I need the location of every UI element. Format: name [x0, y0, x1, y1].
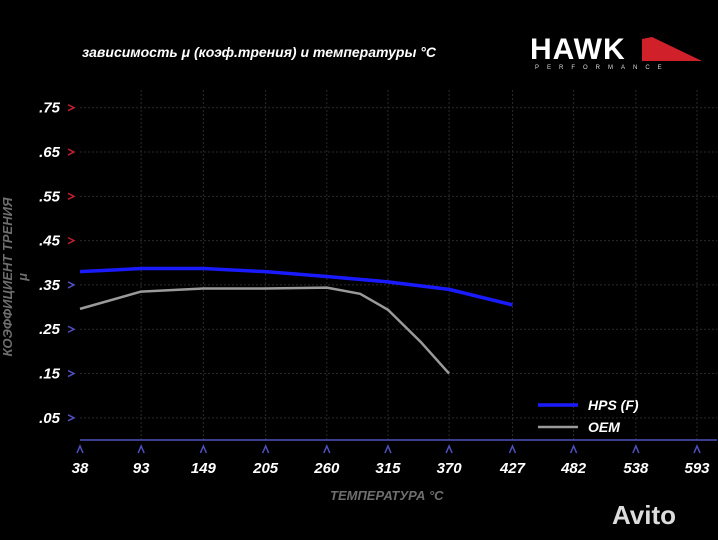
series-line-hpsf: [79, 266, 513, 307]
x-tick-marker: [199, 444, 208, 454]
x-tick-marker: [261, 444, 270, 454]
logo-wing-icon: [642, 37, 702, 61]
x-axis-label: ТЕМПЕРАТУРА °C: [330, 488, 444, 503]
x-tick-marker: [323, 444, 331, 454]
x-tick-marker: [384, 444, 392, 454]
y-tick-label: .45: [39, 233, 61, 250]
x-tick-label: 93: [133, 460, 150, 477]
logo-text: HAWK: [530, 33, 626, 66]
x-tick-label: 370: [437, 460, 463, 477]
x-tick-label: 427: [499, 460, 526, 477]
y-tick-label: .25: [39, 321, 61, 338]
x-tick-marker: [508, 444, 517, 454]
chart-title: зависимость μ (коэф.трения) и температур…: [82, 44, 436, 60]
y-tick-label: .75: [39, 100, 61, 117]
x-tick-marker: [569, 444, 578, 454]
x-tick-marker: [445, 444, 453, 454]
series-line-oem: [79, 286, 451, 375]
y-tick-label: .35: [39, 277, 61, 294]
legend-label: HPS (F): [588, 397, 639, 413]
x-tick-label: 538: [623, 460, 649, 477]
y-tick-marker: [67, 148, 76, 156]
x-tick-label: 482: [560, 460, 587, 477]
x-tick-label: 149: [191, 460, 217, 477]
x-tick-marker: [632, 444, 640, 454]
y-tick-label: .05: [39, 410, 61, 427]
y-tick-label: .55: [39, 188, 61, 205]
x-tick-label: 315: [375, 460, 401, 477]
x-tick-marker: [137, 444, 145, 454]
y-tick-label: .15: [39, 366, 61, 383]
x-tick-marker: [693, 444, 701, 454]
logo-subtext: PERFORMANCE: [535, 65, 670, 71]
y-tick-marker: [67, 192, 76, 200]
y-tick-marker: [67, 236, 76, 245]
y-tick-marker: [67, 369, 76, 378]
y-tick-marker: [67, 281, 76, 289]
hawk-logo: HAWK PERFORMANCE: [530, 33, 702, 71]
y-tick-marker: [67, 104, 76, 112]
legend-label: OEM: [588, 419, 620, 435]
y-tick-marker: [67, 325, 76, 333]
x-tick-label: 38: [72, 460, 89, 477]
x-tick-label: 205: [252, 460, 279, 477]
avito-watermark: Avito: [612, 500, 677, 530]
y-tick-label: .65: [39, 144, 61, 161]
x-tick-label: 260: [313, 460, 340, 477]
x-tick-marker: [76, 444, 84, 454]
y-tick-marker: [67, 414, 76, 422]
x-tick-label: 593: [684, 460, 710, 477]
